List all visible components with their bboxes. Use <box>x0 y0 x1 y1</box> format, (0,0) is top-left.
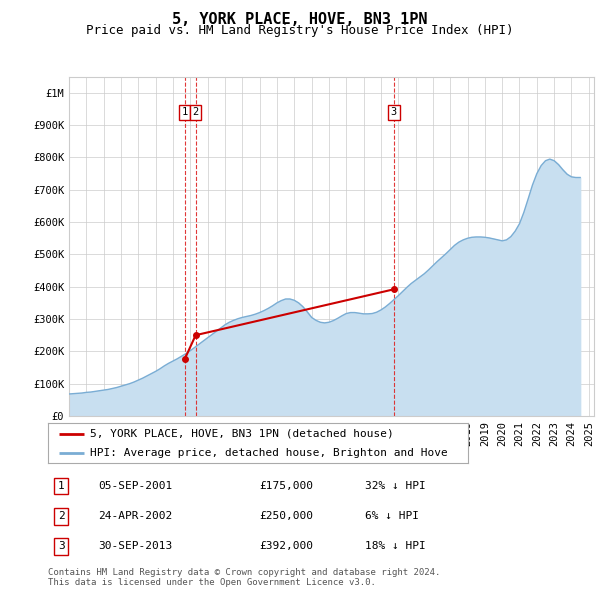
Text: 18% ↓ HPI: 18% ↓ HPI <box>365 542 425 552</box>
Text: 5, YORK PLACE, HOVE, BN3 1PN: 5, YORK PLACE, HOVE, BN3 1PN <box>172 12 428 27</box>
Text: £392,000: £392,000 <box>259 542 313 552</box>
Text: 2: 2 <box>193 107 199 117</box>
Text: £250,000: £250,000 <box>259 512 313 521</box>
Text: 3: 3 <box>58 542 65 552</box>
Text: Contains HM Land Registry data © Crown copyright and database right 2024.
This d: Contains HM Land Registry data © Crown c… <box>48 568 440 587</box>
Text: 2: 2 <box>58 512 65 521</box>
Text: 6% ↓ HPI: 6% ↓ HPI <box>365 512 419 521</box>
Text: 1: 1 <box>181 107 188 117</box>
Text: Price paid vs. HM Land Registry's House Price Index (HPI): Price paid vs. HM Land Registry's House … <box>86 24 514 37</box>
Text: 5, YORK PLACE, HOVE, BN3 1PN (detached house): 5, YORK PLACE, HOVE, BN3 1PN (detached h… <box>90 429 394 439</box>
Text: 24-APR-2002: 24-APR-2002 <box>98 512 172 521</box>
Text: 1: 1 <box>58 481 65 491</box>
Text: 30-SEP-2013: 30-SEP-2013 <box>98 542 172 552</box>
Text: HPI: Average price, detached house, Brighton and Hove: HPI: Average price, detached house, Brig… <box>90 448 448 458</box>
Text: £175,000: £175,000 <box>259 481 313 491</box>
Text: 32% ↓ HPI: 32% ↓ HPI <box>365 481 425 491</box>
Text: 05-SEP-2001: 05-SEP-2001 <box>98 481 172 491</box>
Text: 3: 3 <box>391 107 397 117</box>
